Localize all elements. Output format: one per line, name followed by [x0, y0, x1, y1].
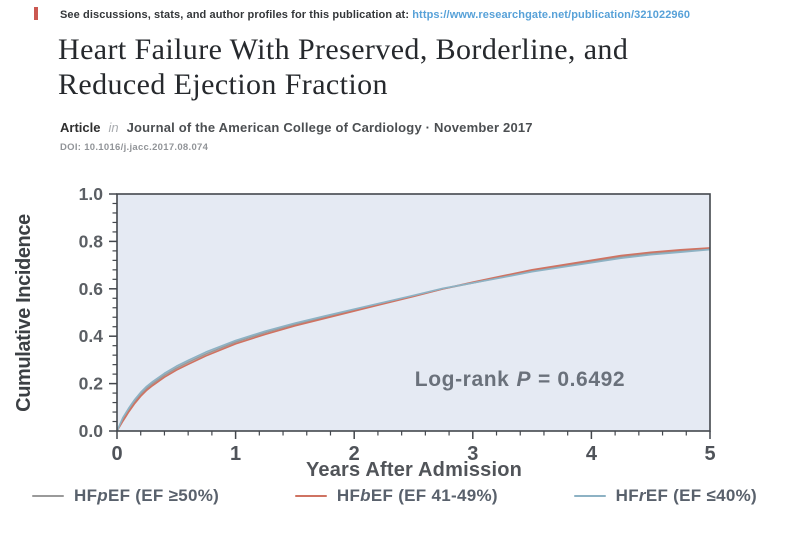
article-meta: Article in Journal of the American College… [60, 120, 533, 135]
legend-item-hfref: HFrEF (EF ≤40%) [573, 486, 757, 506]
legend-line-swatch [32, 494, 64, 498]
paper-title-line2: Reduced Ejection Fraction [58, 68, 388, 101]
top-note-text: See discussions, stats, and author profi… [60, 9, 410, 21]
plot-frame [116, 193, 711, 432]
x-tick-label: 5 [704, 443, 715, 465]
curve-series-0 [116, 247, 711, 432]
legend-item-hfpef: HFpEF (EF ≥50%) [32, 486, 219, 506]
x-tick-label: 1 [230, 443, 241, 465]
top-note: See discussions, stats, and author profi… [60, 9, 690, 21]
x-tick-label: 2 [349, 443, 360, 465]
y-tick-label: 0.6 [79, 279, 104, 299]
curve-series-1 [116, 247, 711, 432]
y-tick-label: 0.8 [79, 231, 104, 251]
legend-line-swatch [573, 494, 606, 498]
y-axis-label: Cumulative Incidence [13, 214, 35, 412]
log-rank-annotation: Log-rank P = 0.6492 [415, 368, 625, 391]
legend-label: HFpEF (EF ≥50%) [74, 486, 220, 505]
cumulative-incidence-chart: 0.0 0.2 0.4 0.6 0.8 1.0 0 1 2 3 4 5 Cumulative Inci… [13, 184, 716, 481]
curve-series-2 [116, 248, 711, 432]
red-accent-mark [34, 7, 38, 20]
y-tick-label: 1.0 [79, 184, 104, 204]
x-axis-label: Years After Admission [306, 459, 522, 481]
article-type-label: Article [60, 120, 101, 135]
publication-link[interactable]: https://www.researchgate.net/publication… [412, 9, 691, 21]
paper-title-line1: Heart Failure With Preserved, Borderline… [58, 33, 629, 66]
x-tick-label: 4 [586, 443, 598, 465]
chart-legend: HFpEF (EF ≥50%) HFbEF (EF 41-49%) HFrEF … [0, 486, 789, 506]
journal-name: Journal of the American College of Cardi… [126, 120, 533, 135]
legend-item-hfbef: HFbEF (EF 41-49%) [294, 486, 498, 506]
legend-line-swatch [294, 494, 327, 498]
plot-area [117, 194, 710, 431]
paper-title: Heart Failure With Preserved, Borderline… [58, 32, 738, 102]
y-tick-label: 0.0 [79, 421, 104, 441]
legend-label: HFbEF (EF 41-49%) [336, 486, 498, 505]
y-tick-label: 0.4 [79, 326, 104, 346]
y-tick-label: 0.2 [79, 374, 104, 394]
x-tick-label: 3 [467, 443, 478, 465]
article-in-word: in [108, 120, 119, 135]
x-tick-label: 0 [111, 443, 122, 465]
doi-text: DOI: 10.1016/j.jacc.2017.08.074 [60, 142, 209, 153]
legend-label: HFrEF (EF ≤40%) [615, 486, 757, 505]
